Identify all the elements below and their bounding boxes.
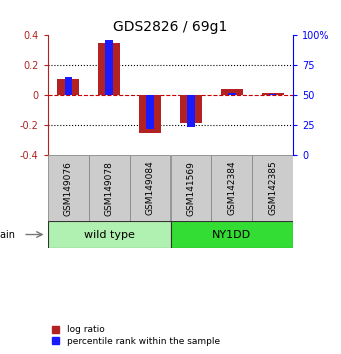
Bar	[48, 221, 170, 248]
Text: GSM142385: GSM142385	[268, 161, 277, 216]
Text: GSM149084: GSM149084	[146, 161, 154, 216]
Text: GSM149078: GSM149078	[105, 161, 114, 216]
Text: NY1DD: NY1DD	[212, 229, 251, 240]
Bar	[130, 155, 170, 221]
Bar	[170, 155, 211, 221]
Bar	[211, 155, 252, 221]
Bar	[228, 93, 236, 95]
Bar	[180, 95, 202, 123]
Text: GSM141569: GSM141569	[187, 161, 195, 216]
Bar	[269, 94, 277, 95]
Bar	[64, 77, 72, 95]
Title: GDS2826 / 69g1: GDS2826 / 69g1	[113, 20, 228, 34]
Bar	[262, 93, 284, 95]
Bar	[105, 40, 113, 95]
Text: GSM149076: GSM149076	[64, 161, 73, 216]
Text: wild type: wild type	[84, 229, 135, 240]
Bar	[89, 155, 130, 221]
Text: strain: strain	[0, 229, 16, 240]
Bar	[48, 155, 89, 221]
Bar	[187, 95, 195, 127]
Bar	[146, 95, 154, 129]
Bar	[170, 221, 293, 248]
Bar	[139, 95, 161, 133]
Bar	[98, 43, 120, 95]
Bar	[221, 89, 243, 95]
Bar	[252, 155, 293, 221]
Text: GSM142384: GSM142384	[227, 161, 236, 215]
Legend: log ratio, percentile rank within the sample: log ratio, percentile rank within the sa…	[52, 325, 220, 346]
Bar	[57, 79, 79, 95]
